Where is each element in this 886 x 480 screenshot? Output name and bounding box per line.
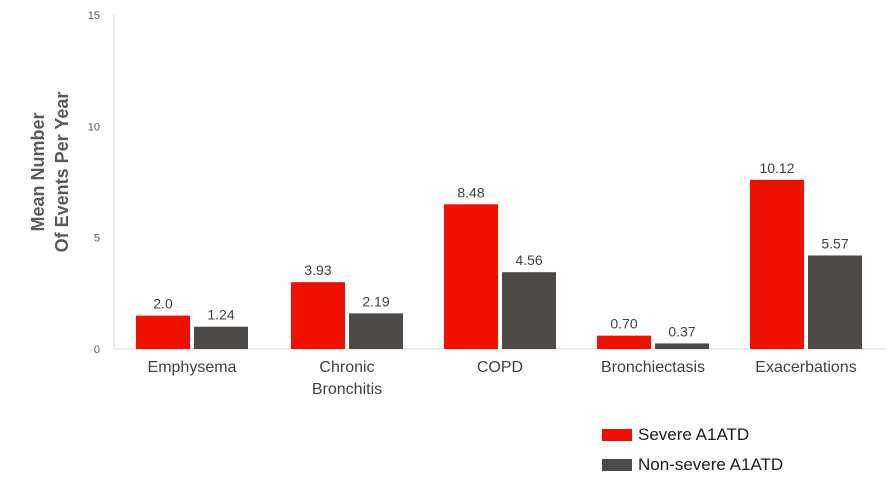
category-label-line: COPD (477, 359, 523, 376)
category-labels: Emphysema Chronic Bronchitis COPD Bronchiect… (148, 359, 857, 398)
y-axis-ticks: 0 5 10 15 (88, 10, 100, 356)
legend-label-non-severe: Non-severe A1ATD (638, 455, 784, 474)
legend-swatch-non-severe (602, 459, 632, 471)
legend-item-severe: Severe A1ATD (602, 420, 783, 450)
category-label: COPD (477, 359, 523, 376)
data-label-non-severe: 1.24 (207, 307, 234, 323)
category-label-line: Emphysema (148, 359, 237, 376)
category-label: Exacerbations (755, 359, 856, 376)
data-labels: 2.0 1.24 3.93 2.19 8.48 4.56 0.70 0.37 10.12 5.57 (153, 160, 849, 340)
category-label-line: Bronchiectasis (601, 359, 705, 376)
category-label: Bronchiectasis (601, 359, 705, 376)
data-label-non-severe: 5.57 (821, 235, 848, 251)
bar-severe (597, 335, 651, 349)
y-tick-label: 10 (88, 121, 100, 133)
legend: Severe A1ATD Non-severe A1ATD (602, 420, 783, 480)
category-label-line: Exacerbations (755, 359, 856, 376)
data-label-non-severe: 2.19 (362, 293, 389, 309)
bars (136, 179, 862, 349)
y-axis-title-text: Mean Number Of Events Per Year (28, 92, 72, 253)
legend-swatch-severe (602, 429, 632, 441)
bar-non-severe (502, 272, 556, 349)
category-label: Emphysema (148, 359, 237, 376)
data-label-non-severe: 4.56 (515, 252, 542, 268)
y-tick-label: 15 (88, 10, 100, 22)
bar-non-severe (349, 313, 403, 349)
category-label-line: Bronchitis (312, 381, 382, 398)
bar-non-severe (194, 326, 248, 349)
data-label-non-severe: 0.37 (668, 323, 695, 339)
y-axis-title-line: Mean Number (28, 112, 48, 231)
bar-severe (750, 179, 804, 349)
data-label-severe: 3.93 (304, 262, 331, 278)
bar-severe (136, 315, 190, 349)
y-axis-title-line: Of Events Per Year (52, 92, 72, 253)
bar-severe (291, 282, 345, 349)
legend-label-severe: Severe A1ATD (638, 425, 750, 444)
data-label-severe: 0.70 (610, 316, 637, 332)
data-label-severe: 8.48 (457, 184, 484, 200)
data-label-severe: 10.12 (759, 160, 794, 176)
data-label-severe: 2.0 (153, 296, 173, 312)
category-label-line: Chronic (319, 359, 374, 376)
y-tick-label: 5 (94, 233, 100, 245)
y-tick-label: 0 (94, 344, 100, 356)
bar-non-severe (655, 343, 709, 349)
y-axis-title: Mean Number Of Events Per Year (28, 92, 72, 253)
bar-non-severe (808, 255, 862, 349)
category-label: Chronic Bronchitis (312, 359, 382, 398)
bar-severe (444, 204, 498, 349)
legend-item-non-severe: Non-severe A1ATD (602, 450, 783, 480)
